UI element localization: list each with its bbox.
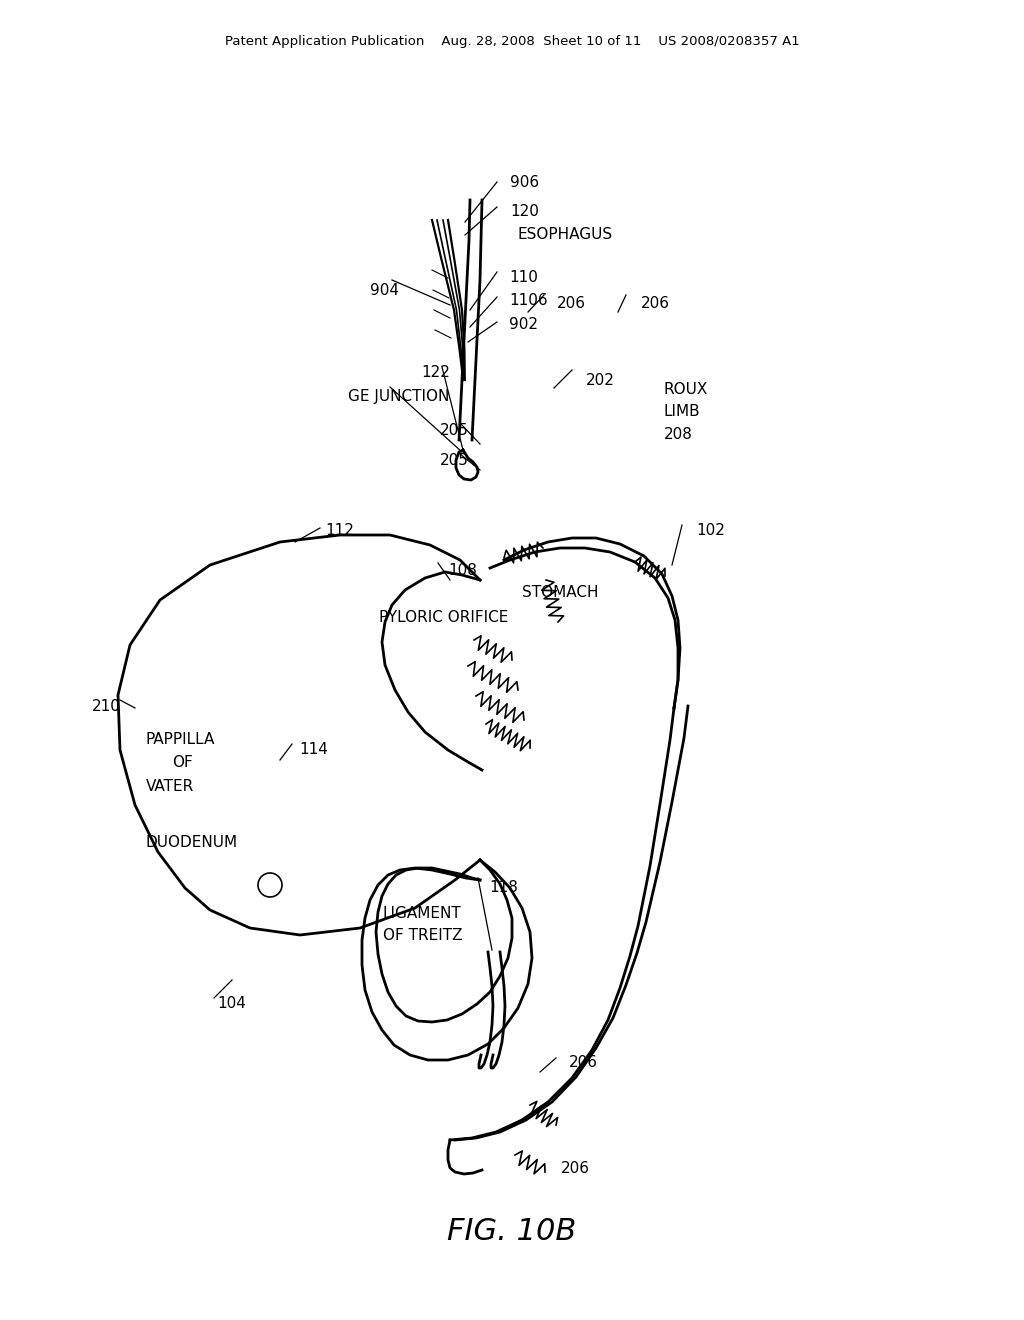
Text: 1106: 1106 (509, 293, 548, 309)
Text: 206: 206 (561, 1160, 590, 1176)
Text: OF TREITZ: OF TREITZ (383, 928, 463, 944)
Text: GE JUNCTION: GE JUNCTION (348, 388, 450, 404)
Text: 114: 114 (299, 742, 328, 758)
Text: DUODENUM: DUODENUM (145, 834, 238, 850)
Text: 102: 102 (696, 523, 725, 539)
Text: 108: 108 (449, 562, 477, 578)
Text: FIG. 10B: FIG. 10B (447, 1217, 577, 1246)
Text: 206: 206 (569, 1055, 598, 1071)
Text: 202: 202 (586, 372, 614, 388)
Text: OF: OF (172, 755, 193, 771)
Text: 205: 205 (440, 453, 469, 469)
Text: 210: 210 (92, 698, 121, 714)
Text: 902: 902 (509, 317, 538, 333)
Text: 120: 120 (510, 203, 539, 219)
Text: Patent Application Publication    Aug. 28, 2008  Sheet 10 of 11    US 2008/02083: Patent Application Publication Aug. 28, … (224, 36, 800, 48)
Text: 206: 206 (557, 296, 586, 312)
Text: STOMACH: STOMACH (522, 585, 599, 601)
Text: ROUX: ROUX (664, 381, 708, 397)
Text: VATER: VATER (145, 779, 194, 795)
Text: PYLORIC ORIFICE: PYLORIC ORIFICE (379, 610, 508, 626)
Text: LIGAMENT: LIGAMENT (383, 906, 462, 921)
Text: ESOPHAGUS: ESOPHAGUS (517, 227, 612, 243)
Text: PAPPILLA: PAPPILLA (145, 731, 215, 747)
Text: 122: 122 (422, 364, 451, 380)
Text: 110: 110 (509, 269, 538, 285)
Text: 208: 208 (664, 426, 692, 442)
Text: 112: 112 (326, 523, 354, 539)
Text: 205: 205 (440, 422, 469, 438)
Text: 906: 906 (510, 174, 539, 190)
Text: 104: 104 (217, 995, 246, 1011)
Text: 206: 206 (641, 296, 670, 312)
Text: LIMB: LIMB (664, 404, 700, 420)
Text: 904: 904 (371, 282, 399, 298)
Text: 118: 118 (489, 879, 518, 895)
